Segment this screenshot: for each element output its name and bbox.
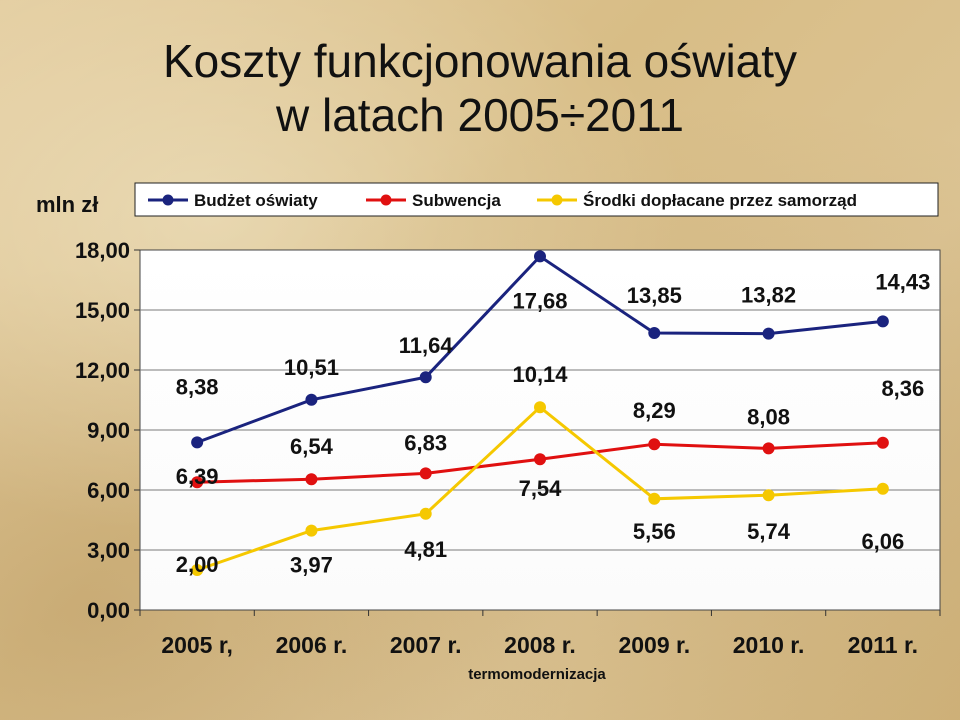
- data-point: [191, 476, 204, 489]
- data-label: 8,08: [747, 404, 790, 429]
- data-label: 10,51: [284, 355, 339, 380]
- data-point: [191, 436, 204, 449]
- data-label: 13,85: [627, 283, 682, 308]
- data-point: [762, 489, 775, 502]
- title-line-2: w latach 2005÷2011: [275, 89, 685, 141]
- data-point: [419, 371, 432, 384]
- series-1: [191, 436, 889, 489]
- legend-label: Środki dopłacane przez samorząd: [583, 191, 857, 210]
- data-label: 17,68: [512, 288, 567, 313]
- series-2: [191, 401, 889, 576]
- x-tick-label: 2011 r.: [848, 632, 918, 658]
- data-point: [648, 492, 661, 505]
- data-point: [305, 393, 318, 406]
- x-axis: 2005 r, 2006 r. 2007 r. 2008 r. 2009 r. 2010 …: [139, 610, 941, 658]
- data-label: 13,82: [741, 283, 796, 308]
- data-label: 5,74: [747, 519, 791, 544]
- data-point: [191, 564, 204, 576]
- data-label: 11,64: [399, 333, 454, 358]
- x-tick-label: 2006 r.: [276, 632, 348, 658]
- data-label: 8,38: [176, 374, 219, 399]
- data-label: 6,06: [861, 529, 904, 554]
- legend-entry: Budżet oświaty: [148, 191, 318, 210]
- data-label: 5,56: [633, 519, 676, 544]
- y-axis-title: mln zł: [36, 192, 98, 217]
- data-label: 10,14: [512, 362, 568, 387]
- data-label: 8,36: [881, 376, 924, 401]
- data-point: [534, 401, 546, 414]
- data-labels: 8,38 10,51 11,64 17,68 13,85 13,82 14,43 6,39 6,…: [176, 269, 931, 577]
- legend: Budżet oświaty Subwencja Środki dopłacane …: [134, 182, 939, 217]
- y-tick-label: 3,00: [87, 538, 130, 563]
- data-label: 6,83: [404, 430, 447, 455]
- legend-swatch-marker: [162, 194, 174, 206]
- legend-swatch-marker: [380, 194, 392, 206]
- data-point: [648, 327, 661, 339]
- data-label: 3,97: [290, 553, 333, 578]
- data-point: [762, 442, 775, 455]
- data-point: [419, 467, 432, 480]
- data-label: 4,81: [404, 537, 447, 562]
- data-label: 6,54: [290, 434, 334, 459]
- gridlines: [140, 309, 940, 551]
- y-tick-label: 12,00: [75, 358, 130, 383]
- legend-label: Subwencja: [412, 191, 501, 210]
- data-point: [534, 453, 546, 466]
- x-tick-label: 2005 r,: [161, 632, 233, 658]
- data-point: [648, 438, 661, 451]
- legend-label: Budżet oświaty: [194, 191, 318, 210]
- x-tick-label: 2008 r.: [504, 632, 576, 658]
- data-point: [762, 327, 775, 340]
- y-tick-label: 6,00: [87, 478, 130, 503]
- data-label: 2,00: [176, 552, 219, 577]
- y-tick-label: 0,00: [87, 598, 130, 623]
- x-axis-title: termomodernizacja: [468, 666, 606, 683]
- x-tick-label: 2009 r.: [618, 632, 690, 658]
- data-label: 8,29: [633, 398, 676, 423]
- series-group: [191, 250, 889, 576]
- data-point: [305, 524, 318, 537]
- legend-entry: Subwencja: [366, 191, 501, 210]
- y-tick-label: 9,00: [87, 418, 130, 443]
- data-label: 7,54: [519, 476, 563, 501]
- y-tick-label: 15,00: [75, 298, 130, 323]
- x-tick-label: 2007 r.: [390, 632, 462, 658]
- data-point: [305, 473, 318, 486]
- data-point: [419, 507, 432, 520]
- data-label: 6,39: [176, 464, 219, 489]
- data-label: 14,43: [875, 269, 930, 294]
- data-point: [876, 315, 889, 328]
- x-tick-label: 2010 r.: [733, 632, 805, 658]
- legend-entry: Środki dopłacane przez samorząd: [537, 191, 857, 210]
- y-tick-label: 18,00: [75, 238, 130, 263]
- title-line-1: Koszty funkcjonowania oświaty: [162, 35, 798, 87]
- y-axis: 0,00 3,00 6,00 9,00 12,00 15,00 18,00: [75, 238, 140, 623]
- series-0: [191, 250, 889, 449]
- legend-box: [134, 182, 939, 217]
- data-point: [876, 436, 889, 449]
- data-point: [534, 250, 546, 263]
- legend-swatch-marker: [551, 194, 563, 206]
- data-point: [876, 482, 889, 495]
- slide-title: Koszty funkcjonowania oświaty w latach 2…: [0, 34, 960, 142]
